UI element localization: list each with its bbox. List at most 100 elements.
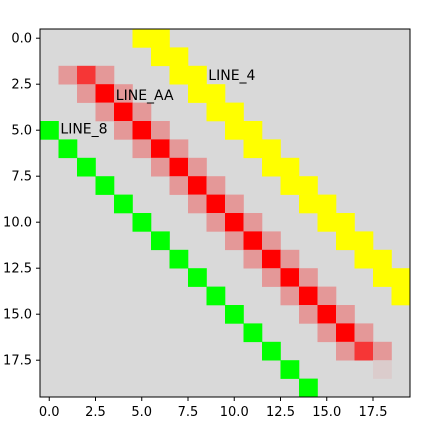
cell-line-aa <box>225 231 244 251</box>
cell-line-4 <box>336 213 355 232</box>
cell-line-aa <box>280 268 300 287</box>
cell-line-aa <box>317 286 337 306</box>
x-tick-label: 15.0 <box>312 405 341 420</box>
cell-line-aa <box>206 176 226 195</box>
cell-line-aa <box>132 121 152 140</box>
y-tick-label: 0.0 <box>11 32 32 47</box>
cell-line-8 <box>262 341 281 361</box>
cell-line-8 <box>114 194 133 214</box>
y-tick-label: 12.5 <box>3 262 32 277</box>
cell-line-8 <box>188 268 207 287</box>
cell-line-aa <box>299 268 318 287</box>
cell-line-4 <box>373 249 392 269</box>
cell-line-aa <box>206 213 226 232</box>
cell-line-8 <box>95 176 115 195</box>
label-line-aa: LINE_AA <box>116 88 174 104</box>
cell-line-aa <box>95 102 115 122</box>
cell-line-aa <box>188 194 207 214</box>
cell-line-aa <box>373 341 392 361</box>
cell-line-aa <box>354 323 374 343</box>
cell-line-4 <box>206 84 226 103</box>
cell-line-aa <box>151 121 170 140</box>
cell-line-8 <box>299 378 318 397</box>
cell-line-aa <box>280 286 300 306</box>
cell-line-aa <box>188 176 207 195</box>
cell-line-aa <box>206 194 226 214</box>
cell-line-4 <box>391 268 410 287</box>
cell-line-4 <box>132 29 152 48</box>
cell-line-aa <box>280 249 300 269</box>
cell-line-aa <box>262 268 281 287</box>
heatmap-cells <box>40 29 410 397</box>
cell-line-8 <box>58 139 78 159</box>
cell-line-8 <box>225 305 244 324</box>
cell-line-4 <box>280 176 300 195</box>
y-tick-label: 17.5 <box>3 354 32 369</box>
cell-line-aa <box>95 65 115 85</box>
cell-line-aa <box>132 139 152 159</box>
cell-line-4 <box>206 102 226 122</box>
y-tick-label: 2.5 <box>11 78 32 93</box>
cell-line-4 <box>317 194 337 214</box>
cell-line-4 <box>243 121 263 140</box>
x-tick-label: 0.0 <box>39 405 60 420</box>
cell-line-aa <box>243 213 263 232</box>
cell-line-aa <box>132 102 152 122</box>
cell-line-aa <box>188 157 207 177</box>
cell-line-8 <box>280 360 300 379</box>
cell-line-aa <box>114 102 133 122</box>
cell-line-aa <box>373 360 392 379</box>
cell-line-aa <box>317 323 337 343</box>
cell-line-4 <box>391 286 410 306</box>
cell-line-aa <box>95 84 115 103</box>
cell-line-aa <box>317 305 337 324</box>
cell-line-4 <box>354 249 374 269</box>
plot-frame <box>39 28 411 398</box>
cell-line-aa <box>169 176 189 195</box>
cell-line-aa <box>169 139 189 159</box>
cell-line-4 <box>336 231 355 251</box>
cell-line-8 <box>243 323 263 343</box>
line-labels: LINE_4 LINE_AA LINE_8 <box>60 68 255 137</box>
cell-line-aa <box>151 139 170 159</box>
cell-line-4 <box>151 29 170 48</box>
cell-line-4 <box>243 139 263 159</box>
cell-line-8 <box>132 213 152 232</box>
cell-line-4 <box>169 47 189 67</box>
x-tick-label: 10.0 <box>220 405 249 420</box>
cell-line-aa <box>299 305 318 324</box>
cell-line-aa <box>225 213 244 232</box>
cell-line-4 <box>299 176 318 195</box>
x-tick-label: 17.5 <box>359 405 388 420</box>
cell-line-aa <box>151 157 170 177</box>
cell-line-8 <box>151 231 170 251</box>
cell-line-aa <box>299 286 318 306</box>
cell-line-aa <box>243 249 263 269</box>
x-tick-label: 2.5 <box>85 405 106 420</box>
y-tick-label: 10.0 <box>3 216 32 231</box>
cell-line-aa <box>77 84 96 103</box>
cell-line-8 <box>77 157 96 177</box>
cell-line-aa <box>114 84 133 103</box>
cell-line-aa <box>114 121 133 140</box>
cell-line-aa <box>336 341 355 361</box>
y-tick-label: 15.0 <box>3 308 32 323</box>
cell-line-4 <box>151 47 170 67</box>
cell-line-4 <box>225 121 244 140</box>
cell-line-8 <box>40 121 59 140</box>
cell-line-4 <box>373 268 392 287</box>
cell-line-aa <box>243 231 263 251</box>
label-line-4: LINE_4 <box>208 68 255 84</box>
y-axis: 0.0 2.5 5.0 7.5 10.0 12.5 15.0 17.5 <box>3 32 40 369</box>
cell-line-4 <box>262 139 281 159</box>
cell-line-4 <box>262 157 281 177</box>
cell-line-aa <box>354 341 374 361</box>
cell-line-4 <box>299 194 318 214</box>
cell-line-aa <box>58 65 78 85</box>
y-tick-label: 7.5 <box>11 170 32 185</box>
cell-line-aa <box>169 157 189 177</box>
cell-line-4 <box>280 157 300 177</box>
y-tick-label: 5.0 <box>11 124 32 139</box>
cell-line-4 <box>354 231 374 251</box>
cell-line-4 <box>188 84 207 103</box>
